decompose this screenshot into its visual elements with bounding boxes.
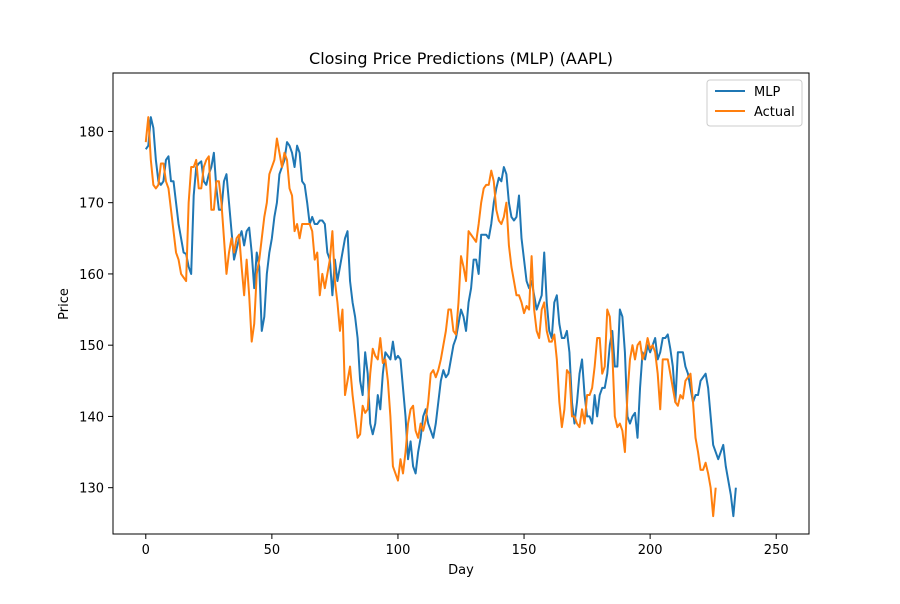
y-tick-label: 170 xyxy=(79,197,104,212)
plot-area xyxy=(144,116,737,518)
legend: MLP Actual xyxy=(706,79,803,127)
x-tick-label: 0 xyxy=(142,543,150,558)
y-tick-label: 160 xyxy=(79,268,104,283)
legend-label-actual: Actual xyxy=(754,105,795,120)
y-tick-label: 130 xyxy=(79,482,104,497)
x-tick-label: 100 xyxy=(386,543,411,558)
series-line-actual xyxy=(144,116,717,518)
y-tick-label: 150 xyxy=(79,339,104,354)
plot-frame xyxy=(112,72,810,535)
series-line-mlp xyxy=(144,116,737,518)
y-axis-ticks: 130 140 150 160 170 180 xyxy=(79,125,113,497)
x-tick-label: 250 xyxy=(764,543,789,558)
x-tick-label: 50 xyxy=(264,543,281,558)
x-axis-label: Day xyxy=(448,563,474,578)
legend-label-mlp: MLP xyxy=(754,85,780,100)
y-axis-label: Price xyxy=(57,288,72,320)
chart-title: Closing Price Predictions (MLP) (AAPL) xyxy=(309,49,613,68)
x-axis-ticks: 0 50 100 150 200 250 xyxy=(142,534,789,558)
y-tick-label: 140 xyxy=(79,410,104,425)
x-tick-label: 200 xyxy=(638,543,663,558)
y-tick-label: 180 xyxy=(79,125,104,140)
x-tick-label: 150 xyxy=(512,543,537,558)
